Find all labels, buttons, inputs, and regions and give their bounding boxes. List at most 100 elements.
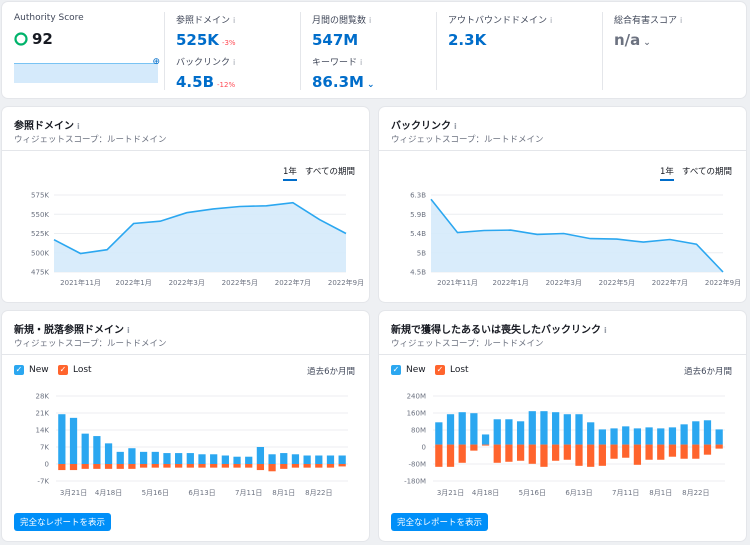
info-icon[interactable]: i bbox=[454, 122, 457, 131]
x-tick-label: 6月13日 bbox=[565, 489, 592, 497]
panel-title: バックリンク bbox=[391, 121, 451, 132]
bar-new bbox=[680, 424, 688, 445]
divider bbox=[379, 150, 746, 151]
full-report-button[interactable]: 完全なレポートを表示 bbox=[391, 513, 489, 531]
series-line bbox=[430, 198, 724, 273]
chevron-down-icon[interactable]: ⌄ bbox=[366, 80, 375, 90]
monthly-visits-label: 月間の閲覧数 bbox=[312, 16, 367, 26]
monthly-visits-value[interactable]: 547M bbox=[312, 31, 359, 49]
bar-new bbox=[528, 411, 536, 445]
bar-new bbox=[291, 454, 300, 464]
bar-new bbox=[93, 436, 101, 464]
bar-new bbox=[175, 453, 183, 464]
bar-lost bbox=[186, 464, 194, 468]
full-report-button[interactable]: 完全なレポートを表示 bbox=[14, 513, 112, 531]
authority-ring-icon bbox=[14, 32, 28, 46]
ref-domains-stat[interactable]: 参照ドメイン i 525K -3% バックリンク i 4.5B -12% bbox=[176, 13, 236, 91]
tab-all-time[interactable]: すべての期間 bbox=[304, 167, 355, 177]
bar-new bbox=[186, 453, 194, 464]
info-icon[interactable]: i bbox=[233, 16, 236, 25]
bar-lost bbox=[563, 444, 571, 460]
bar-lost bbox=[458, 444, 466, 463]
keywords-label: キーワード bbox=[312, 58, 358, 68]
x-tick-label: 2021年11月 bbox=[60, 278, 101, 287]
info-icon[interactable]: i bbox=[604, 326, 607, 335]
traffic-stat[interactable]: 月間の閲覧数 i 547M キーワード i 86.3M ⌄ bbox=[312, 13, 374, 91]
checkbox-icon[interactable]: ✓ bbox=[435, 365, 445, 375]
divider bbox=[2, 150, 369, 151]
tab-1-year[interactable]: 1年 bbox=[283, 167, 297, 181]
authority-score-label: Authority Score bbox=[14, 13, 84, 23]
keywords-value[interactable]: 86.3M bbox=[312, 73, 364, 91]
info-icon[interactable]: i bbox=[77, 122, 80, 131]
bar-new bbox=[221, 455, 229, 464]
bar-new bbox=[268, 454, 276, 464]
toxic-stat[interactable]: 総合有害スコア i n/a ⌄ bbox=[614, 13, 682, 49]
legend-new[interactable]: ✓ New bbox=[14, 365, 49, 375]
zoom-icon[interactable]: ⊕ bbox=[152, 57, 160, 67]
bar-new bbox=[505, 419, 513, 445]
bar-lost bbox=[540, 444, 548, 467]
info-icon[interactable]: i bbox=[680, 16, 683, 25]
bar-new bbox=[446, 414, 455, 445]
outbound-stat[interactable]: アウトバウンドドメイン i 2.3K bbox=[448, 13, 552, 49]
info-icon[interactable]: i bbox=[233, 58, 236, 67]
y-tick-label: 6.3B bbox=[410, 192, 426, 200]
bar-lost bbox=[245, 464, 253, 468]
bar-new bbox=[128, 448, 136, 464]
bar-lost bbox=[587, 444, 595, 467]
y-tick-label: 5B bbox=[417, 249, 426, 257]
info-icon[interactable]: i bbox=[369, 16, 372, 25]
bar-lost bbox=[610, 444, 618, 459]
bar-new bbox=[598, 429, 606, 445]
x-tick-label: 6月13日 bbox=[188, 489, 215, 497]
y-tick-label: 0 bbox=[422, 444, 426, 452]
authority-score[interactable]: Authority Score 92 ⊕ bbox=[14, 13, 160, 83]
checkbox-icon[interactable]: ✓ bbox=[391, 365, 401, 375]
panel-title: 参照ドメイン bbox=[14, 121, 74, 132]
bar-lost bbox=[516, 444, 525, 461]
x-tick-label: 4月18日 bbox=[95, 489, 122, 497]
bar-lost bbox=[175, 464, 183, 468]
info-icon[interactable]: i bbox=[127, 326, 130, 335]
bar-lost bbox=[210, 464, 218, 468]
ref-domains-value[interactable]: 525K bbox=[176, 31, 219, 49]
checkbox-icon[interactable]: ✓ bbox=[14, 365, 24, 375]
panel-title: 新規で獲得したあるいは喪失したバックリンク bbox=[391, 325, 601, 336]
period-label: 過去6か月間 bbox=[307, 367, 355, 377]
checkbox-icon[interactable]: ✓ bbox=[58, 365, 68, 375]
x-tick-label: 2021年11月 bbox=[437, 278, 478, 287]
bar-lost bbox=[315, 464, 323, 468]
legend-lost[interactable]: ✓ Lost bbox=[58, 365, 92, 375]
y-tick-label: 5.9B bbox=[410, 211, 426, 219]
x-tick-label: 2022年5月 bbox=[222, 278, 258, 287]
info-icon[interactable]: i bbox=[550, 16, 553, 25]
bar-new bbox=[540, 411, 548, 445]
info-icon[interactable]: i bbox=[360, 58, 363, 67]
bar-lost bbox=[58, 464, 66, 471]
bar-lost bbox=[81, 464, 89, 469]
bar-new bbox=[163, 453, 171, 464]
overview-card: Authority Score 92 ⊕ 参照ドメイン i 525K -3% バック… bbox=[2, 2, 746, 98]
legend-new[interactable]: ✓ New bbox=[391, 365, 426, 375]
backlinks-value[interactable]: 4.5B bbox=[176, 73, 215, 91]
x-tick-label: 2022年9月 bbox=[705, 278, 741, 287]
bar-new bbox=[563, 414, 571, 445]
y-tick-label: 500K bbox=[31, 249, 49, 257]
x-tick-label: 8月22日 bbox=[305, 489, 332, 497]
chevron-down-icon[interactable]: ⌄ bbox=[643, 38, 651, 48]
bar-lost bbox=[598, 444, 606, 466]
x-tick-label: 4月18日 bbox=[472, 489, 499, 497]
legend-lost-label: Lost bbox=[450, 365, 469, 375]
x-tick-label: 2022年1月 bbox=[115, 278, 151, 287]
panel-subtitle: ウィジェットスコープ：ルートドメイン bbox=[391, 135, 544, 145]
outbound-value[interactable]: 2.3K bbox=[448, 31, 487, 49]
tab-1-year[interactable]: 1年 bbox=[660, 167, 674, 181]
bar-new bbox=[245, 456, 253, 464]
bar-new bbox=[587, 422, 595, 445]
bar-new bbox=[481, 434, 490, 445]
legend-lost[interactable]: ✓ Lost bbox=[435, 365, 469, 375]
bar-lost bbox=[715, 444, 723, 449]
tab-all-time[interactable]: すべての期間 bbox=[681, 167, 732, 177]
y-tick-label: 5.4B bbox=[410, 230, 426, 238]
